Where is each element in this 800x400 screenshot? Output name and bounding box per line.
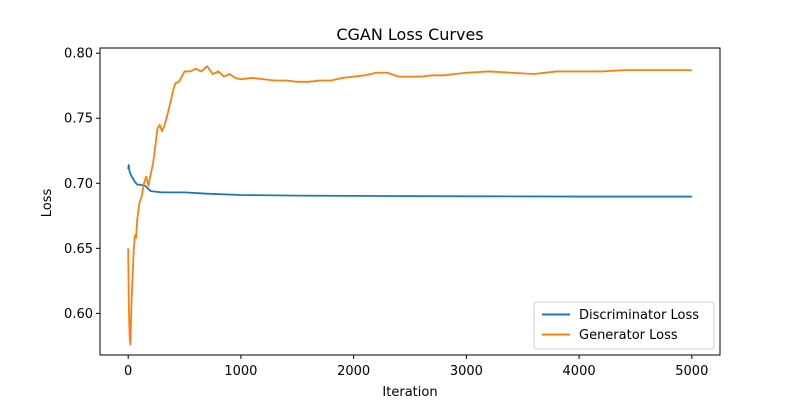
x-tick-label: 1000 <box>224 364 257 379</box>
y-axis-label: Loss <box>40 189 55 218</box>
series-layer <box>127 65 692 346</box>
legend: Discriminator Loss Generator Loss <box>533 301 715 350</box>
y-tick-label: 0.80 <box>64 47 93 62</box>
series-line-discriminator <box>127 164 692 198</box>
legend-box <box>533 301 715 350</box>
x-tick-label: 0 <box>124 364 132 379</box>
x-axis: 0 1000 2000 3000 4000 5000 <box>124 355 708 379</box>
x-axis-label: Iteration <box>382 385 437 400</box>
y-tick-label: 0.75 <box>64 112 93 127</box>
x-tick-label: 3000 <box>450 364 483 379</box>
series-line-generator <box>127 65 692 346</box>
x-tick-label: 2000 <box>337 364 370 379</box>
chart-title: CGAN Loss Curves <box>336 25 483 44</box>
x-tick-label: 5000 <box>675 364 708 379</box>
y-tick-label: 0.70 <box>64 177 93 192</box>
y-tick-label: 0.65 <box>64 242 93 257</box>
legend-label-generator: Generator Loss <box>579 328 678 343</box>
y-axis: 0.60 0.65 0.70 0.75 0.80 <box>64 47 100 322</box>
plot-area <box>99 47 721 356</box>
legend-label-discriminator: Discriminator Loss <box>579 308 699 323</box>
y-tick-label: 0.60 <box>64 307 93 322</box>
plot-frame <box>99 47 721 356</box>
x-tick-label: 4000 <box>563 364 596 379</box>
